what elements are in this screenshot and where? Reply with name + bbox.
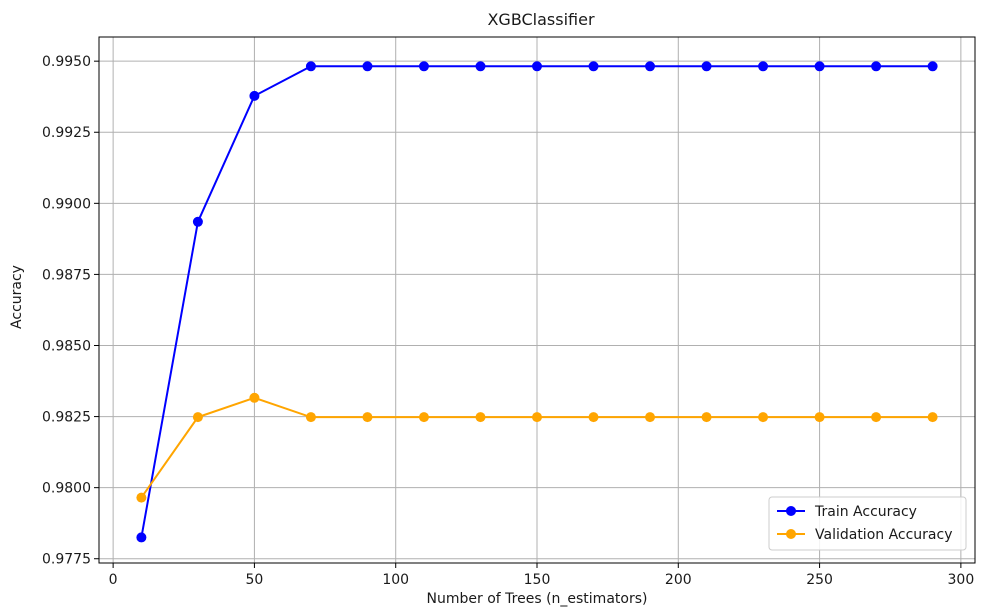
- train-accuracy-point: [701, 61, 712, 72]
- validation-accuracy-point: [814, 412, 825, 423]
- x-tick-label: 100: [382, 572, 409, 588]
- legend-marker-validation-accuracy: [786, 529, 796, 539]
- train-accuracy-point: [532, 61, 542, 72]
- y-tick-label: 0.9900: [42, 196, 91, 212]
- legend-box: [768, 496, 967, 551]
- train-accuracy-point: [927, 61, 938, 72]
- train-accuracy-point: [192, 216, 203, 227]
- y-tick-label: 0.9775: [42, 552, 91, 568]
- train-accuracy-point: [871, 61, 882, 72]
- validation-accuracy-point: [588, 412, 599, 423]
- validation-accuracy-point: [532, 412, 542, 423]
- x-tick-label: 200: [665, 572, 692, 588]
- train-accuracy-point: [475, 61, 486, 72]
- legend-marker-train-accuracy: [786, 506, 796, 516]
- validation-accuracy-point: [758, 412, 769, 423]
- validation-accuracy-point: [701, 412, 712, 423]
- series-layer: [136, 61, 938, 543]
- validation-accuracy-point: [305, 412, 316, 423]
- validation-accuracy-point: [362, 412, 373, 423]
- train-accuracy-point: [588, 61, 599, 72]
- train-accuracy-point: [758, 61, 769, 72]
- validation-accuracy-point: [249, 392, 260, 403]
- y-tick-label: 0.9925: [42, 125, 91, 141]
- train-accuracy-point: [645, 61, 656, 72]
- validation-accuracy-point: [475, 412, 486, 423]
- legend: Train Accuracy Validation Accuracy: [768, 496, 967, 551]
- train-accuracy-point: [814, 61, 825, 72]
- chart-title: XGBClassifier: [487, 10, 595, 29]
- legend-label-validation-accuracy: Validation Accuracy: [815, 527, 953, 543]
- y-tick-label: 0.9825: [42, 410, 91, 426]
- y-tick-label: 0.9800: [42, 481, 91, 497]
- y-tick-label: 0.9875: [42, 267, 91, 283]
- validation-accuracy-point: [136, 492, 147, 503]
- x-tick-label: 250: [806, 572, 833, 588]
- x-tick-label: 150: [524, 572, 551, 588]
- legend-label-train-accuracy: Train Accuracy: [814, 504, 917, 520]
- validation-accuracy-point: [645, 412, 656, 423]
- x-tick-label: 0: [109, 572, 118, 588]
- validation-accuracy-point: [192, 412, 203, 423]
- x-axis-label: Number of Trees (n_estimators): [427, 591, 648, 607]
- y-axis-label: Accuracy: [9, 265, 25, 329]
- x-tick-label: 50: [246, 572, 264, 588]
- axes: 0 50 100 150 200 250 300 0.9775 0.9800 0.9825 0.98…: [42, 54, 974, 588]
- train-accuracy-point: [305, 61, 316, 72]
- validation-accuracy-point: [418, 412, 429, 423]
- y-tick-label: 0.9950: [42, 54, 91, 70]
- validation-accuracy-point: [927, 412, 938, 423]
- train-accuracy-point: [136, 532, 147, 543]
- grid: [99, 37, 975, 563]
- train-accuracy-point: [249, 90, 260, 101]
- validation-accuracy-point: [871, 412, 882, 423]
- x-tick-label: 300: [948, 572, 975, 588]
- train-accuracy-point: [418, 61, 429, 72]
- train-accuracy-point: [362, 61, 373, 72]
- y-tick-label: 0.9850: [42, 338, 91, 354]
